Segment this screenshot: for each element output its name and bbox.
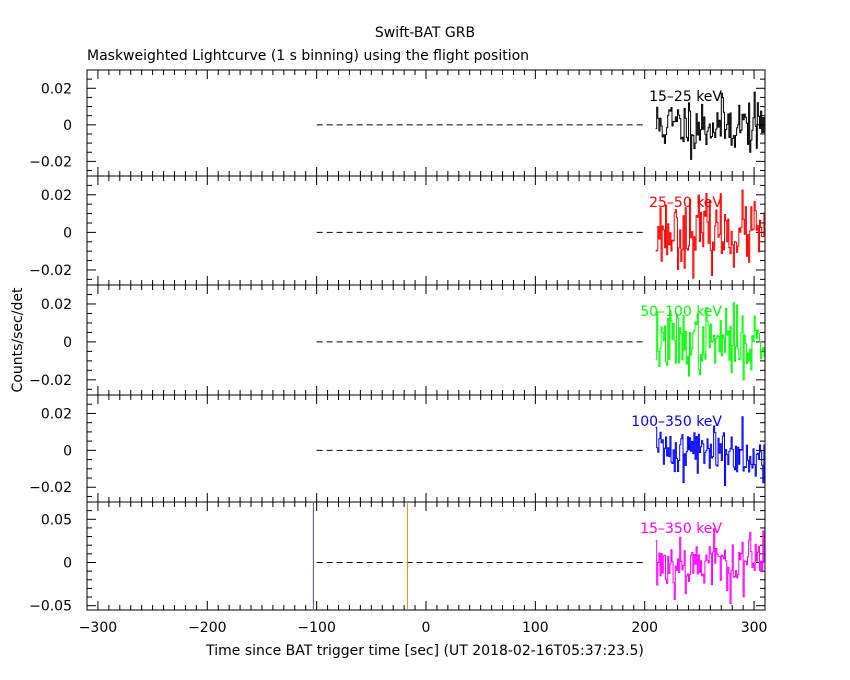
panel-2: −0.02 0 0.02 25–50 keV [29, 175, 766, 286]
lightcurve-series [655, 189, 765, 279]
y-tick-label: 0 [63, 555, 72, 571]
panel-5: −0.05 0 0.05 15–350 keV [29, 501, 766, 615]
chart-title: Swift-BAT GRB [375, 25, 475, 41]
lightcurve-series [655, 91, 765, 160]
x-tick-label: −300 [79, 620, 117, 636]
y-tick-label: 0.02 [41, 406, 72, 422]
lightcurve-series [655, 416, 765, 487]
x-axis-title: Time since BAT trigger time [sec] (UT 20… [205, 643, 644, 659]
chart-subtitle: Maskweighted Lightcurve (1 s binning) us… [87, 48, 529, 64]
y-tick-label: 0 [63, 118, 72, 134]
y-axis-title: Counts/sec/det [10, 287, 26, 392]
band-label: 50–100 keV [640, 304, 722, 320]
x-axis: −300 −200 −100 0 100 200 300 [79, 620, 768, 636]
y-tick-label: 0.02 [41, 81, 72, 97]
y-tick-label: 0.02 [41, 297, 72, 313]
band-label: 25–50 keV [649, 195, 722, 211]
panel-frame [86, 69, 766, 177]
x-tick-label: 300 [741, 620, 768, 636]
band-label: 100–350 keV [631, 414, 722, 430]
y-tick-label: −0.05 [29, 599, 72, 615]
panel-3: −0.02 0 0.02 50–100 keV [29, 284, 766, 396]
x-tick-label: 200 [631, 620, 658, 636]
x-tick-label: 100 [522, 620, 549, 636]
lightcurve-series [655, 302, 765, 381]
x-tick-label: 0 [422, 620, 431, 636]
panel-4: −0.02 0 0.02 100–350 keV [29, 394, 766, 503]
x-tick-label: −100 [297, 620, 335, 636]
lightcurve-series [655, 528, 765, 605]
y-tick-label: 0.05 [41, 512, 72, 528]
band-label: 15–350 keV [640, 521, 722, 537]
y-tick-label: −0.02 [29, 480, 72, 496]
band-label: 15–25 keV [649, 89, 722, 105]
y-tick-label: −0.02 [29, 154, 72, 170]
y-tick-label: −0.02 [29, 373, 72, 389]
y-tick-label: 0.02 [41, 188, 72, 204]
panel-frame [86, 175, 766, 286]
y-tick-label: −0.02 [29, 263, 72, 279]
y-tick-label: 0 [63, 443, 72, 459]
y-tick-label: 0 [63, 335, 72, 351]
y-tick-label: 0 [63, 225, 72, 241]
x-tick-label: −200 [188, 620, 226, 636]
panel-1: −0.02 0 0.02 15–25 keV [29, 69, 766, 177]
